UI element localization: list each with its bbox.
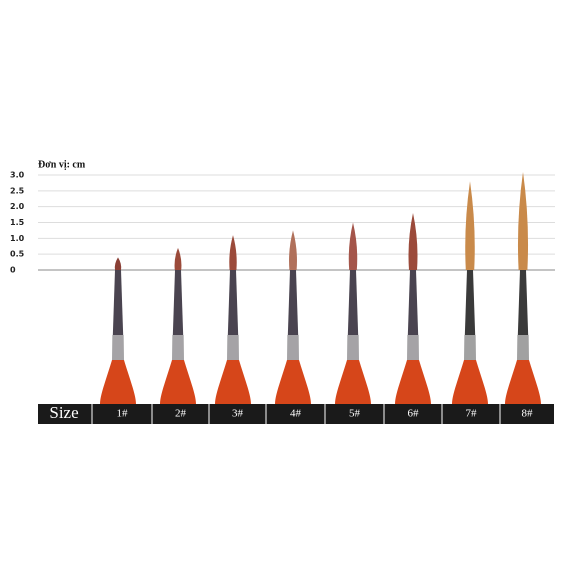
brush-hair — [408, 213, 418, 270]
brush-handle — [100, 360, 136, 404]
y-tick-label: 2.0 — [10, 202, 25, 211]
y-tick-label: 0 — [10, 266, 16, 275]
x-tick-label: 8# — [522, 408, 534, 420]
ferrule-band — [407, 335, 419, 360]
brush-hair — [229, 235, 237, 270]
brush-hair — [517, 171, 529, 270]
y-tick-label: 1.0 — [10, 234, 25, 243]
x-tick-label: 3# — [232, 408, 244, 420]
brush-handle — [505, 360, 541, 404]
brush-hair — [465, 181, 475, 270]
ferrule-band — [227, 335, 239, 360]
brush-handle — [335, 360, 371, 404]
ferrule-band — [112, 335, 124, 360]
brush-hair — [348, 222, 358, 270]
x-tick-label: 4# — [290, 408, 302, 420]
x-tick-label: 7# — [466, 408, 478, 420]
brush-handle — [275, 360, 311, 404]
x-tick-label: 1# — [117, 408, 129, 420]
chart-title: Đơn vị: cm — [38, 159, 86, 170]
ferrule-band — [464, 335, 476, 360]
ferrule-band — [172, 335, 184, 360]
y-tick-label: 0.5 — [10, 250, 25, 259]
y-tick-label: 1.5 — [10, 218, 25, 227]
x-tick-label: 5# — [349, 408, 361, 420]
brush-handle — [395, 360, 431, 404]
size-header: Size — [49, 403, 78, 422]
brush-hair — [114, 257, 122, 270]
ferrule-band — [347, 335, 359, 360]
brush-handle — [452, 360, 488, 404]
ferrule-band — [517, 335, 529, 360]
brush-hair — [289, 230, 297, 270]
y-tick-label: 2.5 — [10, 186, 25, 195]
brush-handle — [160, 360, 196, 404]
x-tick-label: 2# — [175, 408, 187, 420]
ferrule-band — [287, 335, 299, 360]
size-bar — [38, 404, 554, 424]
brush-handle — [215, 360, 251, 404]
brush-hair — [174, 247, 182, 270]
y-tick-label: 3.0 — [10, 171, 25, 180]
x-tick-label: 6# — [408, 408, 420, 420]
